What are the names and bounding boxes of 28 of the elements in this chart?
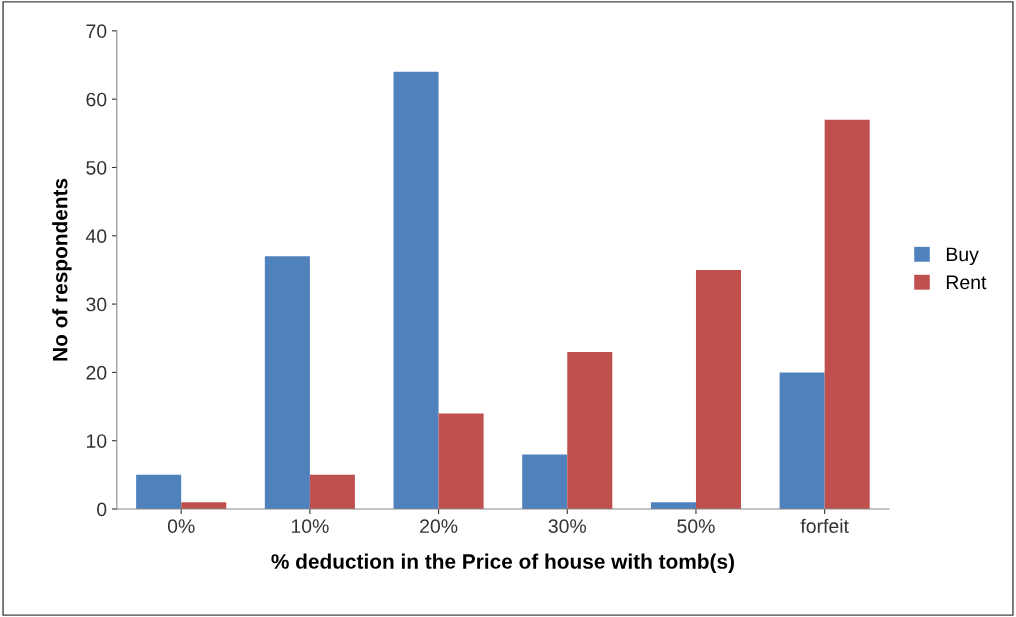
x-tick-label: 50% [677, 519, 715, 534]
y-tick-label: 30 [86, 297, 107, 312]
y-tick-label: 20 [86, 365, 107, 380]
legend-label: Buy [946, 247, 979, 266]
x-tick-label: 10% [291, 519, 329, 534]
y-tick-label: 50 [86, 160, 107, 175]
x-tick-label: 20% [420, 519, 458, 534]
bar [824, 119, 870, 510]
bar [264, 256, 310, 510]
bar [393, 71, 439, 510]
y-axis-title: No of respondents [52, 178, 72, 361]
y-tick-label: 60 [86, 92, 107, 107]
x-tick-label: forfeit [800, 518, 849, 534]
y-tick-label: 0 [97, 502, 107, 517]
x-tick-label: 30% [548, 519, 587, 534]
bar [136, 474, 182, 510]
y-tick-label: 10 [86, 434, 107, 448]
y-tick-label: 70 [86, 24, 107, 39]
y-tick-label: 40 [85, 229, 107, 244]
bar [438, 413, 484, 510]
x-tick-label: 0% [167, 519, 195, 534]
legend-label: Rent [946, 275, 987, 290]
bar [695, 269, 741, 510]
x-axis-title: % deduction in the Price of house with tomb(s) [271, 553, 734, 573]
bar [567, 351, 613, 510]
bar [309, 474, 355, 510]
bar [779, 372, 825, 510]
bar [522, 454, 568, 510]
